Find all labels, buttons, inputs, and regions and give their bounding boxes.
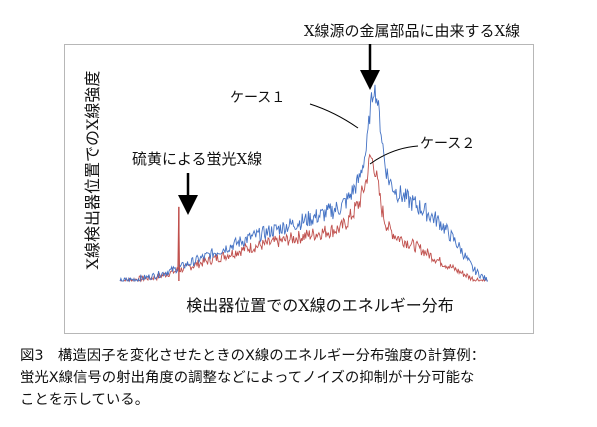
annotation-metal-source: X線源の金属部品に由来するX線 <box>304 22 520 40</box>
caption-line-2: 蛍光X線信号の射出角度の調整などによってノイズの抑制が十分可能な <box>20 370 475 386</box>
annotation-case1: ケース１ <box>230 90 285 106</box>
annotation-sulfur: 硫黄による蛍光X線 <box>132 150 262 168</box>
series-line-2 <box>119 153 488 283</box>
caption-line-3: ことを示している。 <box>20 392 150 408</box>
annotation-case2: ケース２ <box>420 136 475 152</box>
annotation-case2-leader <box>369 145 419 165</box>
series-line-1 <box>119 84 488 283</box>
caption-line-1: 図3 構造因子を変化させたときのX線のエネルギー分布強度の計算例： <box>20 348 486 364</box>
figure-caption: 図3 構造因子を変化させたときのX線のエネルギー分布強度の計算例： 蛍光X線信号… <box>20 345 590 411</box>
plot-frame <box>64 44 534 334</box>
x-axis-label: 検出器位置でのX線のエネルギー分布 <box>186 296 453 315</box>
y-axis-label: X線検出器位置でのX線強度 <box>83 71 102 270</box>
series-layer <box>119 84 488 283</box>
annotation-case1-leader <box>309 103 359 129</box>
